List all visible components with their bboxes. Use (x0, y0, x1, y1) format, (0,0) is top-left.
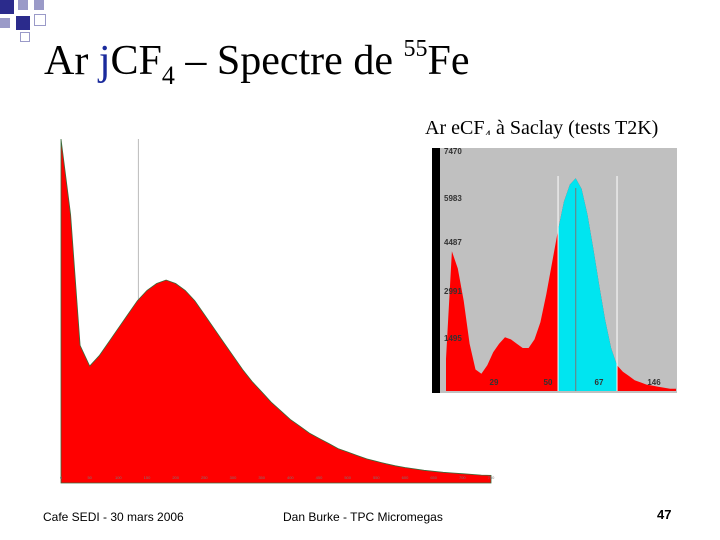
title-text: Fe (427, 38, 470, 84)
slide-title: Ar jCF4 – Spectre de 55Fe (44, 36, 469, 91)
title-text: CF (110, 38, 162, 84)
y-tick-label: 2991 (444, 287, 462, 296)
x-tick-label: 350 (258, 475, 265, 480)
x-tick-label: 50 (87, 475, 92, 480)
x-tick-label: 450 (316, 475, 323, 480)
page-number: 47 (657, 507, 672, 522)
x-tick-label: 150 (144, 475, 151, 480)
x-tick-label: 200 (172, 475, 179, 480)
title-accent: j (98, 38, 111, 84)
x-tick-label: 67 (595, 378, 604, 387)
title-superscript: 55 (403, 36, 428, 62)
x-tick-label: 400 (287, 475, 294, 480)
y-tick-label: 4487 (444, 238, 462, 247)
footer-center: Dan Burke - TPC Micromegas (283, 510, 443, 524)
subtitle-text: CF (459, 117, 485, 139)
subtitle-text: Ar e (425, 117, 460, 139)
deco-square (18, 0, 28, 10)
x-tick-label: 600 (402, 475, 409, 480)
deco-square (34, 14, 46, 26)
x-tick-label: 550 (373, 475, 380, 480)
y-tick-label: 1495 (444, 334, 462, 343)
peak-band (558, 178, 618, 391)
x-tick-label: 100 (115, 475, 122, 480)
deco-square (20, 32, 30, 42)
x-tick-label: 29 (490, 378, 499, 387)
deco-square (34, 0, 44, 10)
title-subscript: 4 (161, 61, 175, 90)
deco-square (0, 0, 14, 14)
x-tick-label: 50 (544, 378, 553, 387)
x-tick-label: 146 (647, 378, 661, 387)
x-tick-label: 700 (459, 475, 466, 480)
x-tick-label: 650 (430, 475, 437, 480)
y-tick-label: 7470 (444, 148, 462, 156)
x-tick-label: 250 (201, 475, 208, 480)
spectrum-chart-left: 0 50 100 150 200 250 300 350 400 450 500 550 600 650 7… (55, 135, 495, 485)
deco-square (0, 18, 10, 28)
x-tick-label: 500 (344, 475, 351, 480)
title-text: – Spectre de (174, 38, 404, 84)
spectrum-area (60, 138, 492, 484)
y-tick-label: 5983 (444, 194, 462, 203)
x-tick-label: 0 (60, 475, 63, 480)
plot-subtitle: Ar eCF4 à Saclay (tests T2K) (425, 117, 658, 143)
spectrum-chart-right: 7470 5983 4487 2991 1495 29 50 67 146 (432, 148, 677, 393)
x-tick-label: 750 (488, 475, 495, 480)
deco-square (16, 16, 30, 30)
title-text: Ar (44, 38, 99, 84)
subtitle-text: à Saclay (tests T2K) (490, 117, 659, 139)
x-tick-label: 300 (230, 475, 237, 480)
subtitle-subscript: 4 (484, 127, 491, 142)
footer-left: Cafe SEDI - 30 mars 2006 (43, 510, 184, 524)
corner-decoration (0, 0, 60, 60)
